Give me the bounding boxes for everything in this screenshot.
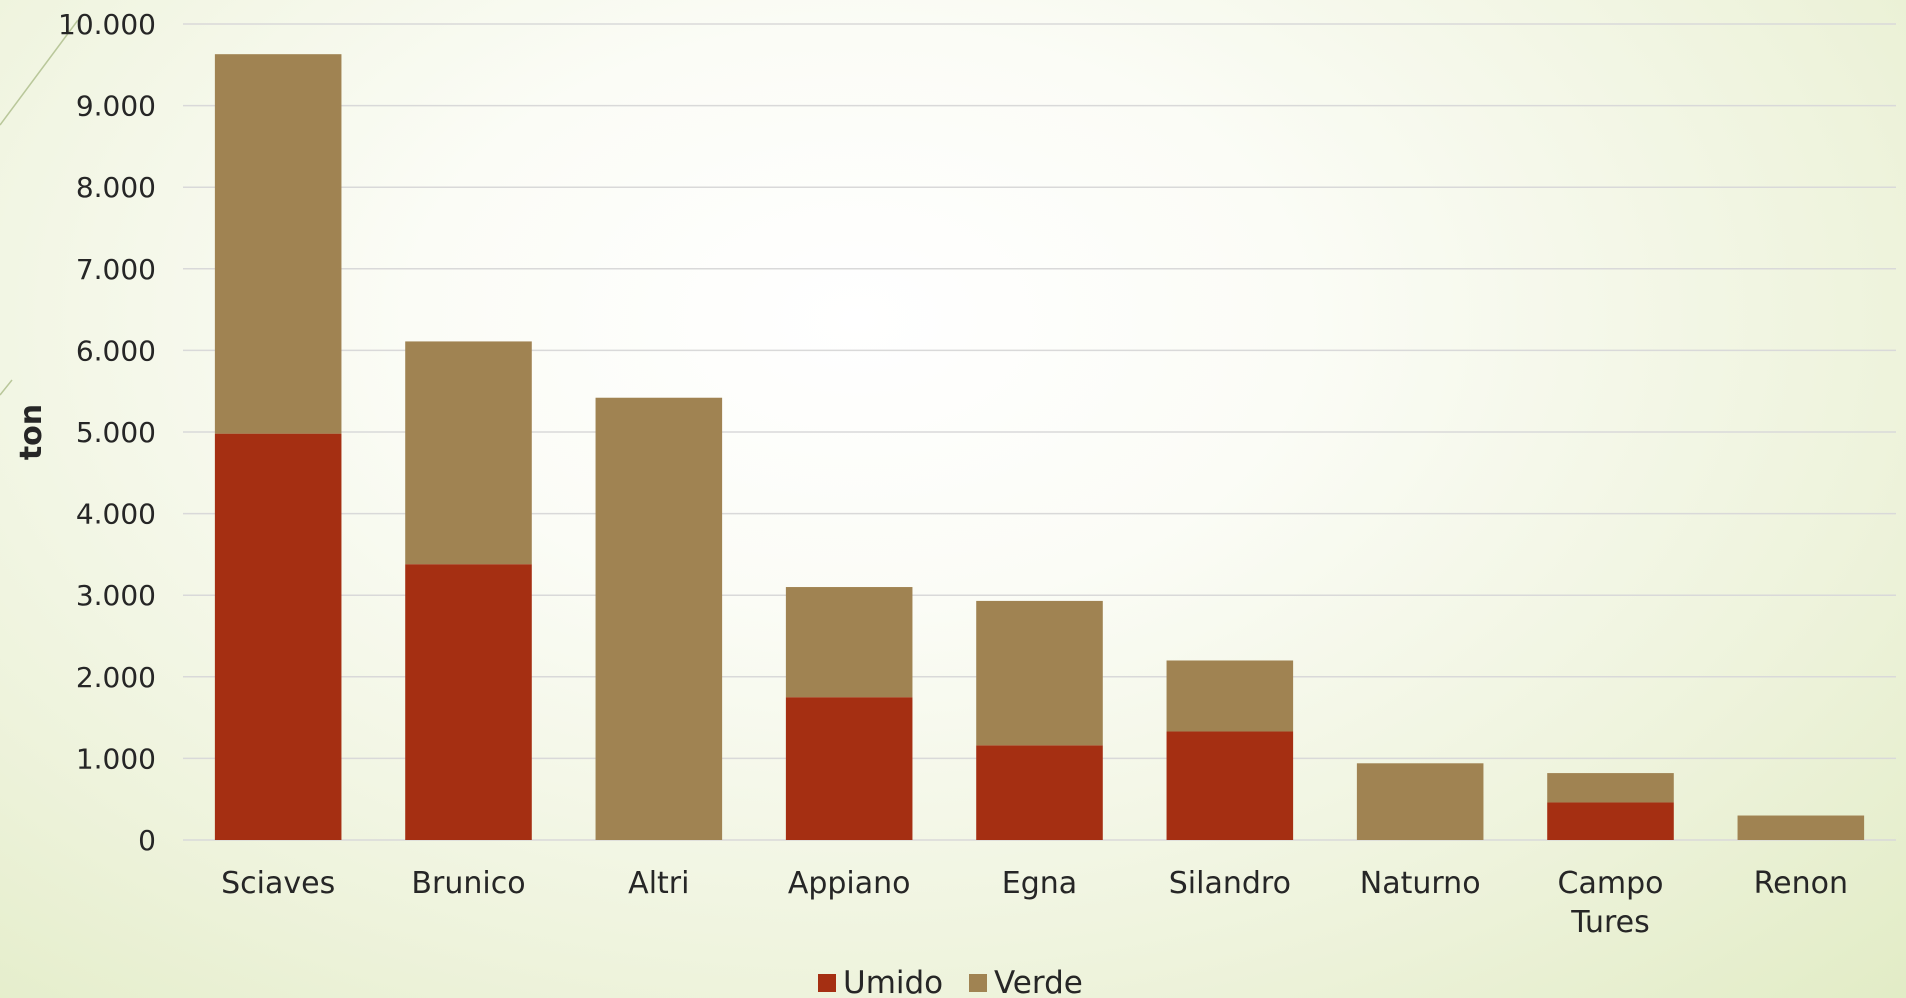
y-tick-label: 1.000 (76, 742, 156, 775)
y-tick-label: 2.000 (76, 661, 156, 694)
bar-verde-0 (214, 54, 342, 434)
x-category-label: Egna (1002, 866, 1077, 901)
bar-verde-4 (976, 600, 1103, 746)
bar-umido-3 (785, 697, 913, 840)
x-category-label: Sciaves (221, 866, 335, 901)
legend: Umido Verde (818, 965, 1083, 998)
bar-verde-6 (1356, 763, 1484, 840)
x-category-label: Silandro (1169, 866, 1291, 901)
x-category-label: Brunico (411, 866, 525, 901)
bar-verde-8 (1737, 815, 1865, 840)
x-category-label: Tures (1570, 905, 1650, 940)
bar-verde-3 (785, 587, 913, 698)
y-tick-label: 8.000 (76, 171, 156, 204)
x-axis-categories: Sciaves Brunico Altri Appiano Egna Silandro Na… (221, 866, 1848, 940)
bar-verde-5 (1166, 660, 1294, 732)
y-tick-label: 5.000 (76, 416, 156, 449)
y-tick-label: 3.000 (76, 579, 156, 612)
x-category-label: Campo (1558, 866, 1664, 901)
bars (214, 54, 1865, 840)
y-tick-label: 10.000 (58, 8, 156, 41)
legend-swatch-verde (969, 974, 987, 992)
y-tick-label: 4.000 (76, 498, 156, 531)
x-category-label: Altri (628, 866, 689, 901)
legend-label: Umido (843, 965, 943, 998)
bar-umido-4 (976, 745, 1103, 840)
y-tick-label: 0 (138, 824, 156, 857)
bar-umido-1 (405, 564, 532, 840)
y-axis-label: ton (14, 404, 49, 460)
legend-swatch-umido (818, 974, 836, 992)
bar-verde-7 (1547, 773, 1674, 803)
x-category-label: Naturno (1360, 866, 1481, 901)
y-tick-label: 9.000 (76, 90, 156, 123)
decorative-corner-line (0, 19, 79, 396)
bar-umido-7 (1547, 802, 1674, 840)
bar-verde-2 (595, 397, 723, 840)
legend-label: Verde (994, 965, 1083, 998)
bar-verde-1 (405, 341, 532, 565)
x-category-label: Renon (1754, 866, 1848, 901)
y-tick-label: 6.000 (76, 334, 156, 367)
bar-umido-5 (1166, 731, 1294, 840)
y-axis-ticks: 0 1.000 2.000 3.000 4.000 5.000 6.000 7.000 8.00… (58, 8, 156, 857)
bar-umido-0 (214, 433, 342, 840)
x-category-label: Appiano (788, 866, 911, 901)
y-tick-label: 7.000 (76, 253, 156, 286)
